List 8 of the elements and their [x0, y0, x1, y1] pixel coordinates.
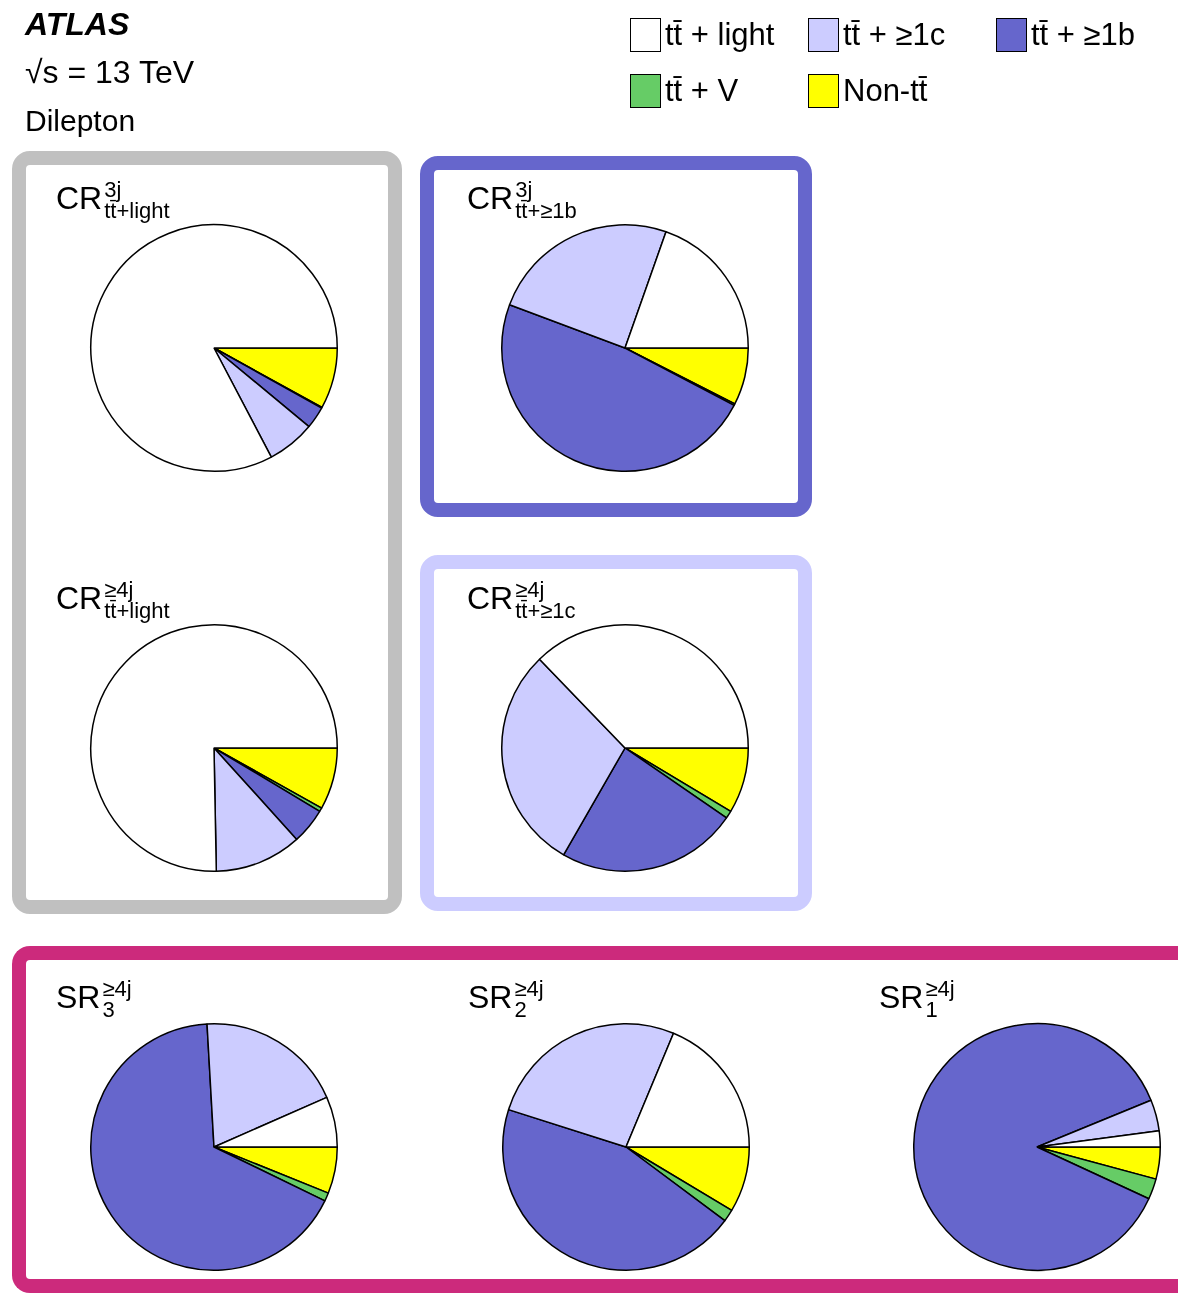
legend-label: Non-tt̄ — [843, 73, 928, 109]
text: Dilepton — [25, 104, 136, 138]
legend-label: tt̄ + ≥1c — [843, 17, 946, 53]
legend-label: tt̄ + ≥1b — [1031, 17, 1136, 53]
legend-label: tt̄ + V — [665, 73, 739, 109]
legend-label: tt̄ + light — [665, 17, 775, 53]
text: ATLAS — [25, 6, 130, 43]
text: √s = 13 TeV — [25, 54, 195, 91]
